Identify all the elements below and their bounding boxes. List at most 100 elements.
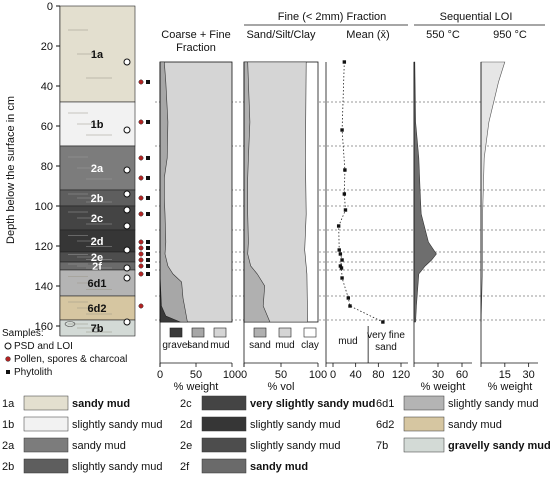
coarse-fine-legend-swatch bbox=[169, 327, 183, 338]
legend-pollen-label: Pollen, spores & charcoal bbox=[14, 354, 127, 365]
phytolith-sample-marker bbox=[146, 240, 150, 244]
loi550-x-tick-label: 60 bbox=[456, 369, 468, 381]
unit-legend-desc: sandy mud bbox=[72, 398, 130, 410]
depth-tick-label: 120 bbox=[35, 241, 53, 253]
psd-loi-sample-marker bbox=[123, 222, 131, 230]
unit-legend-swatch bbox=[201, 395, 247, 411]
psd-loi-sample-marker bbox=[123, 126, 131, 134]
unit-legend-desc: gravelly sandy mud bbox=[448, 440, 550, 452]
unit-legend-code: 1a bbox=[2, 398, 15, 410]
unit-legend-desc: sandy mud bbox=[250, 461, 308, 473]
loi550-x-label: % weight bbox=[421, 381, 466, 393]
mean-point bbox=[348, 304, 352, 308]
unit-label: 2c bbox=[91, 213, 103, 225]
unit-legend-code: 7b bbox=[376, 440, 388, 452]
coarse-fine-x-label: % weight bbox=[174, 381, 219, 393]
phytolith-sample-marker bbox=[146, 156, 150, 160]
ssc-legend-swatch bbox=[303, 327, 317, 338]
unit-legend-swatch bbox=[201, 416, 247, 432]
unit-legend-code: 1b bbox=[2, 419, 14, 431]
unit-legend-swatch bbox=[201, 437, 247, 453]
ssc-legend-label: sand bbox=[249, 340, 271, 351]
mean-line bbox=[338, 61, 384, 323]
phytolith-sample-marker bbox=[146, 80, 150, 84]
unit-legend-code: 6d1 bbox=[376, 398, 394, 410]
phytolith-sample-marker bbox=[146, 272, 150, 276]
ssc-x-tick-label: 0 bbox=[241, 369, 247, 381]
coarse-fine-x-tick-label: 0 bbox=[157, 369, 163, 381]
depth-tick-label: 100 bbox=[35, 201, 53, 213]
psd-loi-sample-marker bbox=[123, 206, 131, 214]
mean-point bbox=[343, 208, 348, 212]
pollen-sample-marker bbox=[138, 195, 144, 201]
loi550-title: 550 °C bbox=[426, 29, 460, 41]
mean-x-tick-label: 80 bbox=[372, 369, 384, 381]
unit-legend-desc: slightly sandy mud bbox=[250, 440, 341, 452]
loi950-x-tick-label: 15 bbox=[499, 369, 511, 381]
ssc-legend-swatch bbox=[278, 327, 292, 338]
pollen-sample-marker bbox=[138, 251, 144, 257]
pollen-sample-marker bbox=[138, 257, 144, 263]
unit-legend-swatch bbox=[23, 416, 69, 432]
phytolith-sample-marker bbox=[146, 120, 150, 124]
depth-tick-label: 160 bbox=[35, 321, 53, 333]
legend-psd-label: PSD and LOI bbox=[14, 341, 73, 352]
psd-loi-sample-marker bbox=[123, 264, 131, 272]
unit-legend-code: 2f bbox=[180, 461, 190, 473]
depth-tick-label: 40 bbox=[41, 81, 53, 93]
ssc-legend-label: clay bbox=[301, 340, 319, 351]
unit-legend-desc: slightly sandy mud bbox=[72, 461, 163, 473]
pollen-sample-marker bbox=[138, 271, 144, 277]
pollen-sample-marker bbox=[138, 79, 144, 85]
unit-label: 2d bbox=[91, 236, 104, 248]
gravel-clast bbox=[64, 321, 76, 327]
unit-legend-swatch bbox=[403, 437, 445, 453]
loi950-x-tick-label: 30 bbox=[523, 369, 535, 381]
mean-point bbox=[337, 248, 341, 252]
unit-legend-code: 2d bbox=[180, 419, 192, 431]
unit-label: 2b bbox=[91, 193, 104, 205]
mean-point bbox=[342, 60, 347, 64]
legend-phytolith-marker bbox=[6, 370, 10, 374]
legend-phytolith-label: Phytolith bbox=[14, 367, 52, 378]
unit-legend-swatch bbox=[403, 395, 445, 411]
phytolith-sample-marker bbox=[146, 264, 150, 268]
psd-loi-sample-marker bbox=[123, 166, 131, 174]
loi950-title: 950 °C bbox=[493, 29, 527, 41]
loi-title: Sequential LOI bbox=[440, 11, 513, 23]
phytolith-sample-marker bbox=[146, 246, 150, 250]
coarse-fine-legend-label: sand bbox=[187, 340, 209, 351]
ssc-sand-area bbox=[243, 61, 271, 323]
mean-zone-very-fine: very fine bbox=[367, 330, 405, 341]
unit-label: 6d1 bbox=[88, 278, 107, 290]
depth-tick-label: 20 bbox=[41, 41, 53, 53]
depth-tick-label: 80 bbox=[41, 161, 53, 173]
coarse-fine-x-tick-label: 100 bbox=[223, 369, 241, 381]
unit-legend-desc: sandy mud bbox=[448, 419, 502, 431]
unit-legend-swatch bbox=[23, 395, 69, 411]
coarse-fine-title: Coarse + Fine bbox=[161, 29, 230, 41]
unit-label: 1a bbox=[91, 49, 104, 61]
phytolith-sample-marker bbox=[146, 196, 150, 200]
ssc-x-label: % vol bbox=[268, 381, 295, 393]
coarse-fine-x-tick-label: 50 bbox=[190, 369, 202, 381]
mean-title: Mean (x̄) bbox=[346, 29, 389, 41]
depth-tick-label: 60 bbox=[41, 121, 53, 133]
loi550-area bbox=[413, 61, 437, 323]
phytolith-sample-marker bbox=[146, 252, 150, 256]
depth-tick-label: 140 bbox=[35, 281, 53, 293]
phytolith-sample-marker bbox=[146, 258, 150, 262]
unit-label: 2e bbox=[91, 252, 103, 264]
unit-legend-desc: sandy mud bbox=[72, 440, 126, 452]
depth-tick-label: 0 bbox=[47, 1, 53, 13]
coarse-fine-legend-label: gravel bbox=[162, 340, 189, 351]
coarse-fine-legend-swatch bbox=[213, 327, 227, 338]
unit-legend-desc: slightly sandy mud bbox=[72, 419, 163, 431]
mean-point bbox=[339, 266, 344, 270]
mean-point bbox=[340, 258, 344, 262]
legend-pollen-marker bbox=[5, 356, 11, 362]
depth-axis-label: Depth below the surface in cm bbox=[5, 96, 17, 244]
coarse-fine-legend-label: mud bbox=[210, 340, 229, 351]
coarse-fine-sand-area bbox=[159, 61, 188, 323]
